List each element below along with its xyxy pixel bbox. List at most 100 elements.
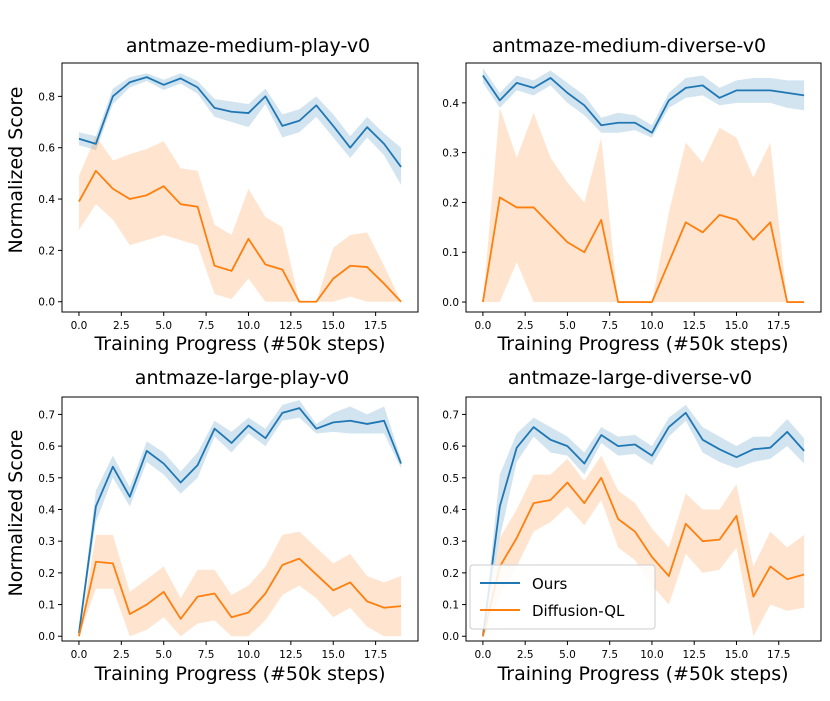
- x-tick-label: 5.0: [559, 320, 576, 332]
- chart-panel-large-play: antmaze-large-play-v0 Training Progress …: [5, 367, 419, 685]
- x-tick-label: 15.0: [322, 649, 345, 661]
- legend-label-ours: Ours: [532, 575, 567, 593]
- y-tick-label: 0.2: [38, 245, 55, 257]
- x-tick-label: 7.5: [198, 649, 215, 661]
- y-tick-label: 0.0: [38, 297, 55, 309]
- plot-area: [78, 73, 402, 303]
- x-tick-label: 7.5: [601, 649, 618, 661]
- y-tick-label: 0.1: [442, 247, 459, 259]
- x-tick-label: 0.0: [71, 320, 88, 332]
- chart-panel-medium-play: antmaze-medium-play-v0 Training Progress…: [5, 35, 419, 355]
- chart-panel-medium-diverse: antmaze-medium-diverse-v0 Training Progr…: [442, 35, 822, 355]
- y-tick-label: 0.8: [38, 91, 55, 103]
- axes-frame: [61, 396, 419, 642]
- x-tick-label: 12.5: [279, 649, 302, 661]
- x-tick-label: 17.5: [364, 320, 387, 332]
- y-tick-label: 0.1: [442, 600, 459, 612]
- legend-box: [469, 564, 656, 630]
- chart-title: antmaze-medium-play-v0: [126, 35, 370, 57]
- axes-frame: [61, 62, 419, 313]
- series-line-diffusion-ql: [78, 169, 402, 303]
- x-tick-label: 15.0: [322, 320, 345, 332]
- y-tick-label: 0.0: [442, 297, 459, 309]
- y-tick-label: 0.1: [38, 600, 55, 612]
- x-tick-label: 0.0: [475, 649, 492, 661]
- y-tick-label: 0.0: [38, 631, 55, 643]
- chart-title: antmaze-large-diverse-v0: [508, 367, 752, 389]
- confidence-band-ours: [482, 67, 805, 138]
- x-axis-label: Training Progress (#50k steps): [93, 663, 385, 685]
- x-tick-label: 7.5: [601, 320, 618, 332]
- x-tick-label: 2.5: [113, 649, 130, 661]
- y-tick-label: 0.3: [442, 536, 459, 548]
- y-tick-label: 0.6: [38, 143, 55, 155]
- x-tick-label: 17.5: [364, 649, 387, 661]
- x-tick-label: 12.5: [683, 649, 706, 661]
- y-tick-label: 0.6: [442, 441, 459, 453]
- confidence-band-diffusion-ql: [482, 107, 805, 303]
- x-axis-label: Training Progress (#50k steps): [496, 333, 788, 355]
- y-tick-label: 0.7: [442, 409, 459, 421]
- legend: Ours Diffusion-QL: [469, 564, 656, 630]
- axes-frame: [465, 396, 822, 642]
- y-tick-label: 0.2: [442, 568, 459, 580]
- x-axis-label: Training Progress (#50k steps): [496, 663, 788, 685]
- y-axis-label: Normalized Score: [5, 429, 27, 596]
- series-line-ours: [482, 74, 805, 134]
- x-tick-label: 0.0: [71, 649, 88, 661]
- y-tick-label: 0.7: [38, 409, 55, 421]
- y-tick-label: 0.6: [38, 441, 55, 453]
- y-tick-label: 0.4: [38, 194, 55, 206]
- x-tick-label: 2.5: [113, 320, 130, 332]
- series-line-diffusion-ql: [482, 196, 805, 303]
- chart-title: antmaze-medium-diverse-v0: [492, 35, 766, 57]
- x-tick-label: 7.5: [198, 320, 215, 332]
- series-line-diffusion-ql: [78, 557, 402, 637]
- x-tick-label: 5.0: [559, 649, 576, 661]
- series-line-diffusion-ql: [482, 476, 805, 637]
- series-line-ours: [482, 411, 805, 637]
- confidence-band-diffusion-ql: [78, 136, 402, 302]
- chart-title: antmaze-large-play-v0: [135, 367, 349, 389]
- x-tick-label: 17.5: [767, 649, 790, 661]
- x-tick-label: 2.5: [517, 649, 534, 661]
- chart-panel-large-diverse: antmaze-large-diverse-v0 Training Progre…: [442, 367, 822, 685]
- confidence-band-ours: [78, 400, 402, 637]
- x-tick-label: 2.5: [517, 320, 534, 332]
- x-tick-label: 10.0: [237, 649, 260, 661]
- x-tick-label: 10.0: [237, 320, 260, 332]
- x-tick-label: 15.0: [725, 320, 748, 332]
- y-tick-label: 0.5: [442, 473, 459, 485]
- legend-label-diffusion-ql: Diffusion-QL: [532, 602, 625, 620]
- plot-area: [78, 400, 402, 637]
- series-line-ours: [78, 407, 402, 634]
- confidence-band-diffusion-ql: [78, 531, 402, 637]
- confidence-band-ours: [482, 404, 805, 637]
- plot-area: [482, 404, 805, 637]
- x-tick-label: 0.0: [475, 320, 492, 332]
- y-tick-label: 0.4: [442, 504, 459, 516]
- x-tick-label: 12.5: [279, 320, 302, 332]
- x-tick-label: 12.5: [683, 320, 706, 332]
- x-tick-label: 17.5: [767, 320, 790, 332]
- x-tick-label: 10.0: [640, 649, 663, 661]
- y-tick-label: 0.0: [442, 631, 459, 643]
- confidence-band-ours: [78, 73, 402, 185]
- x-tick-label: 5.0: [155, 320, 172, 332]
- y-tick-label: 0.2: [442, 197, 459, 209]
- plot-area: [482, 67, 805, 303]
- y-tick-label: 0.4: [38, 504, 55, 516]
- series-line-ours: [78, 76, 402, 168]
- x-tick-label: 15.0: [725, 649, 748, 661]
- y-tick-label: 0.5: [38, 473, 55, 485]
- y-tick-label: 0.4: [442, 98, 459, 110]
- y-axis-label: Normalized Score: [5, 86, 27, 253]
- x-tick-label: 5.0: [155, 649, 172, 661]
- y-tick-label: 0.2: [38, 568, 55, 580]
- y-tick-label: 0.3: [442, 148, 459, 160]
- x-axis-label: Training Progress (#50k steps): [93, 333, 385, 355]
- x-tick-label: 10.0: [640, 320, 663, 332]
- axes-frame: [465, 62, 822, 313]
- y-tick-label: 0.3: [38, 536, 55, 548]
